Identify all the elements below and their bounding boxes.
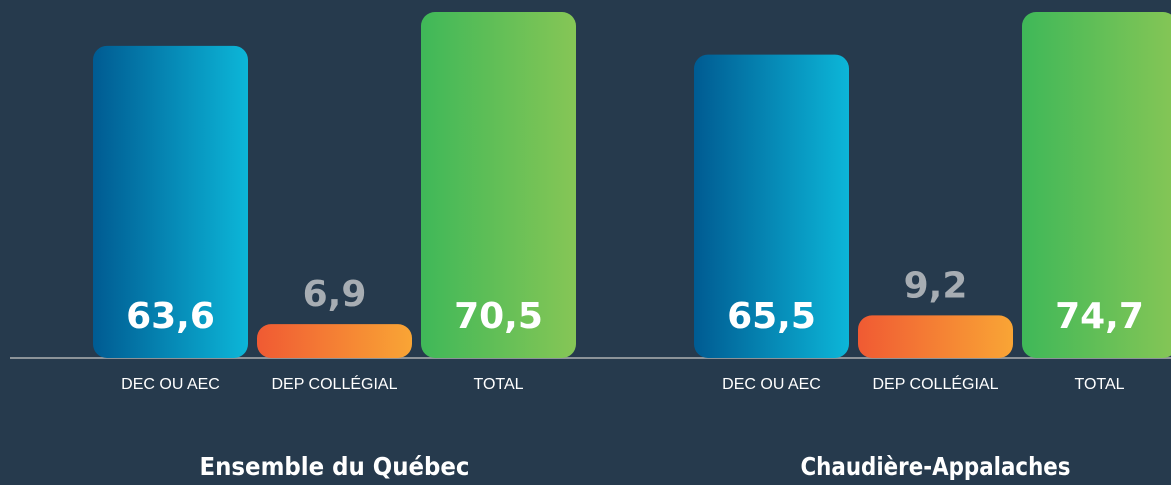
category-label: DEC OU AEC — [722, 376, 821, 393]
category-label: DEP COLLÉGIAL — [873, 374, 999, 393]
chart-subtitle: Ensemble du Québec — [200, 452, 470, 481]
bar — [694, 54, 849, 358]
bar — [257, 324, 412, 358]
chart-subtitle: Chaudière-Appalaches — [801, 452, 1071, 481]
category-label: DEP COLLÉGIAL — [272, 374, 398, 393]
value-label: 74,7 — [1055, 296, 1144, 337]
value-label: 63,6 — [126, 296, 215, 337]
value-label: 6,9 — [303, 274, 367, 315]
category-label: TOTAL — [1074, 376, 1124, 393]
value-label: 70,5 — [454, 296, 543, 337]
bar — [93, 45, 248, 358]
bar — [1022, 12, 1171, 358]
value-label: 65,5 — [727, 296, 816, 337]
value-label: 9,2 — [904, 265, 968, 306]
bar — [858, 315, 1013, 358]
category-label: DEC OU AEC — [121, 376, 220, 393]
bar — [421, 12, 576, 358]
category-label: TOTAL — [473, 376, 523, 393]
